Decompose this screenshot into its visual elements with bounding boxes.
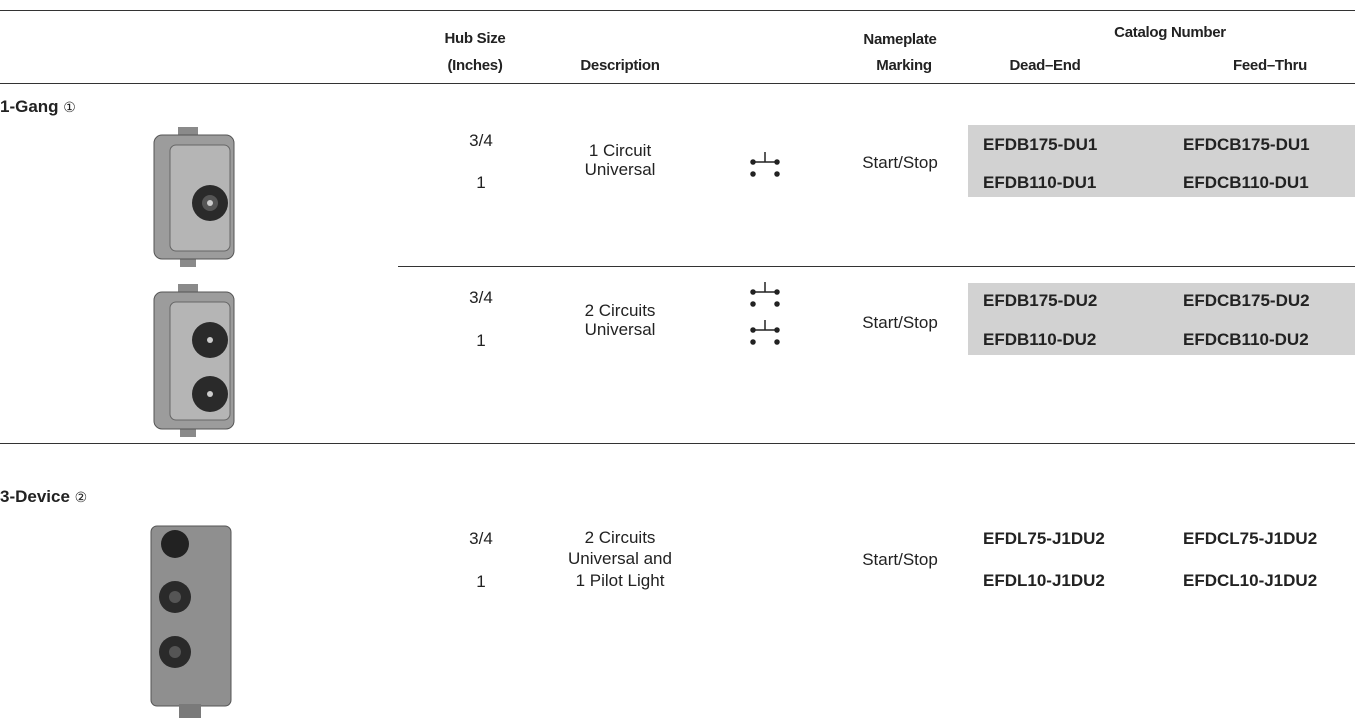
catalog-feed-thru: EFDCL75-J1DU2	[1183, 529, 1318, 548]
marking: Start/Stop	[862, 153, 938, 172]
catalog-dead-end: EFDB175-DU1	[983, 135, 1098, 154]
header-feed-thru: Feed–Thru	[1233, 57, 1307, 74]
section-rule	[0, 443, 1355, 444]
top-rule	[0, 10, 1355, 11]
marking: Start/Stop	[862, 550, 938, 569]
row-rule	[398, 266, 1355, 267]
catalog-dead-end: EFDB110-DU2	[983, 330, 1097, 349]
hub-size: 3/4	[469, 529, 493, 548]
catalog-shade	[968, 125, 1355, 197]
description: 2 Circuits	[584, 528, 656, 547]
header-catalog: Catalog Number	[1114, 24, 1226, 41]
hub-size: 1	[476, 173, 486, 192]
header-nameplate: Marking	[876, 57, 932, 74]
header-description: Description	[580, 57, 660, 74]
catalog-dead-end: EFDL75-J1DU2	[983, 529, 1105, 548]
catalog-feed-thru: EFDCL10-J1DU2	[1183, 571, 1318, 590]
catalog-dead-end: EFDL10-J1DU2	[983, 571, 1105, 590]
section-title: 3-Device ②	[0, 487, 87, 507]
section-note: ①	[63, 99, 76, 115]
header-rule	[0, 83, 1355, 84]
hub-size: 3/4	[469, 288, 493, 307]
hub-size: 1	[476, 331, 486, 350]
description: 2 Circuits	[584, 301, 656, 320]
section-note: ②	[74, 489, 88, 505]
description: Universal	[584, 160, 656, 179]
marking: Start/Stop	[862, 313, 938, 332]
catalog-shade	[968, 283, 1355, 355]
description: Universal	[584, 320, 656, 339]
hub-size: 1	[476, 572, 486, 591]
description: Universal and	[568, 549, 672, 568]
contact-symbol	[750, 152, 780, 177]
hub-size: 3/4	[469, 131, 493, 150]
catalog-feed-thru: EFDCB175-DU2	[1183, 291, 1310, 310]
catalog-feed-thru: EFDCB175-DU1	[1183, 135, 1310, 154]
product-image	[153, 284, 235, 437]
product-image	[150, 525, 232, 718]
header-dead-end: Dead–End	[1009, 57, 1081, 74]
section-name: 1-Gang	[0, 97, 59, 116]
section-name: 3-Device	[0, 487, 70, 506]
catalog-feed-thru: EFDCB110-DU2	[1183, 330, 1309, 349]
description: 1 Pilot Light	[575, 571, 665, 590]
catalog-dead-end: EFDB110-DU1	[983, 173, 1097, 192]
catalog-dead-end: EFDB175-DU2	[983, 291, 1098, 310]
header-hub: (Inches)	[447, 57, 503, 74]
section-title: 1-Gang ①	[0, 97, 76, 117]
contact-symbol	[750, 282, 780, 345]
description: 1 Circuit	[588, 141, 652, 160]
header-nameplate: Nameplate	[863, 31, 937, 48]
product-image	[153, 127, 235, 267]
catalog-feed-thru: EFDCB110-DU1	[1183, 173, 1309, 192]
header-hub: Hub Size	[444, 30, 506, 47]
